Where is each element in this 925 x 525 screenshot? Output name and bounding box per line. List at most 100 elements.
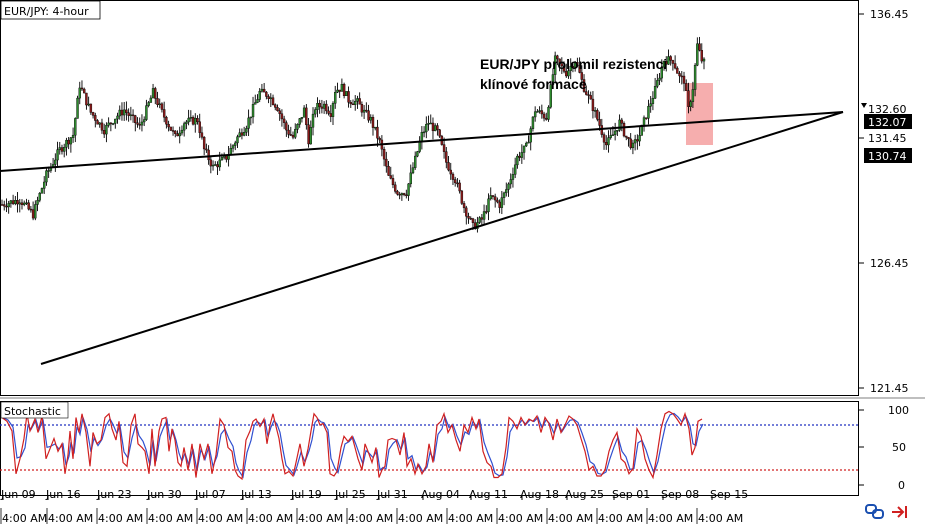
price-label-13260: 132.60 xyxy=(868,103,907,116)
bull-candle xyxy=(245,128,248,133)
bear-candle xyxy=(622,123,626,137)
chain-link-icon[interactable] xyxy=(865,504,884,519)
bull-candle xyxy=(54,159,57,165)
bull-candle xyxy=(336,89,339,93)
bull-candle xyxy=(220,157,224,161)
bear-candle xyxy=(80,87,84,90)
bull-candle xyxy=(314,109,317,115)
bull-candle xyxy=(145,105,148,120)
bear-candle xyxy=(216,164,219,168)
bear-candle xyxy=(358,98,361,105)
bull-candle xyxy=(689,101,692,107)
bull-candle xyxy=(78,87,81,99)
bull-candle xyxy=(505,189,508,194)
price-tick-high: 136.45 xyxy=(870,8,909,21)
bull-candle xyxy=(74,118,77,136)
stochastic-levels xyxy=(0,424,858,471)
bear-candle xyxy=(540,110,544,115)
bull-candle xyxy=(122,109,126,116)
bull-candle xyxy=(489,195,492,200)
bear-candle xyxy=(11,200,15,204)
bear-candle xyxy=(287,129,290,135)
bear-candle xyxy=(382,148,386,160)
bull-candle xyxy=(36,200,39,205)
bear-candle xyxy=(451,173,455,180)
bear-candle xyxy=(274,104,277,108)
bull-candle xyxy=(649,103,652,107)
bear-candle xyxy=(191,116,195,125)
bull-candle xyxy=(242,132,246,136)
bear-candle xyxy=(491,195,495,197)
bear-candle xyxy=(89,103,93,113)
bull-candle xyxy=(47,170,50,172)
bull-candle xyxy=(65,139,68,148)
x-time-label: 4:00 AM xyxy=(448,512,493,525)
bear-candle xyxy=(645,117,648,119)
bear-candle xyxy=(560,63,564,67)
bull-candle xyxy=(411,167,415,174)
bear-candle xyxy=(262,88,266,93)
x-date-label: Jun 09 xyxy=(0,488,36,501)
bull-candle xyxy=(656,80,659,87)
x-date-label: Sep 15 xyxy=(710,488,748,501)
bull-candle xyxy=(129,114,133,117)
bear-candle xyxy=(20,202,24,205)
x-date-label: Sep 08 xyxy=(661,488,699,501)
bull-candle xyxy=(429,122,432,125)
bull-candle xyxy=(651,98,655,104)
bull-candle xyxy=(425,124,428,133)
bear-candle xyxy=(627,136,630,140)
bull-candle xyxy=(298,118,301,125)
bull-candle xyxy=(45,170,48,183)
bear-candle xyxy=(338,89,341,92)
bull-candle xyxy=(118,109,121,117)
bull-candle xyxy=(142,119,146,123)
bull-candle xyxy=(529,128,532,143)
bear-candle xyxy=(558,58,561,64)
bear-candle xyxy=(240,132,244,136)
bear-candle xyxy=(685,83,688,91)
bull-candle xyxy=(147,102,150,106)
bear-candle xyxy=(94,115,97,121)
bull-candle xyxy=(116,115,119,120)
bear-candle xyxy=(449,169,452,175)
bear-candle xyxy=(605,142,608,146)
bear-candle xyxy=(27,202,30,210)
bear-candle xyxy=(556,55,559,60)
bear-candle xyxy=(169,126,173,131)
bear-candle xyxy=(109,122,113,125)
bear-candle xyxy=(591,98,595,112)
x-date-label: Jul 07 xyxy=(194,488,226,501)
bear-candle xyxy=(698,43,701,51)
bear-candle xyxy=(162,109,166,118)
bear-candle xyxy=(673,63,677,69)
price-label-13207: 132.07 xyxy=(868,116,907,129)
bear-candle xyxy=(600,125,604,135)
bull-candle xyxy=(9,200,13,204)
bear-candle xyxy=(154,88,157,99)
bull-candle xyxy=(407,183,410,196)
bear-candle xyxy=(585,91,588,95)
bull-candle xyxy=(302,107,306,118)
bull-candle xyxy=(107,122,110,126)
bear-candle xyxy=(578,65,581,73)
bull-candle xyxy=(114,118,117,124)
scroll-right-icon[interactable] xyxy=(892,506,907,518)
bear-candle xyxy=(127,112,130,116)
bull-candle xyxy=(300,117,304,119)
bull-candle xyxy=(631,142,635,149)
bear-candle xyxy=(171,130,175,132)
bear-candle xyxy=(587,94,590,96)
bull-candle xyxy=(178,132,181,137)
bear-candle xyxy=(3,204,6,207)
bull-candle xyxy=(345,91,348,97)
bear-candle xyxy=(629,138,632,149)
bear-candle xyxy=(498,201,501,208)
bull-candle xyxy=(374,126,377,129)
bull-candle xyxy=(269,97,273,99)
x-time-label: 4:00 AM xyxy=(248,512,293,525)
x-time-label: 4:00 AM xyxy=(2,512,47,525)
bull-candle xyxy=(58,147,61,150)
bull-candle xyxy=(294,129,297,138)
bear-candle xyxy=(445,151,448,163)
